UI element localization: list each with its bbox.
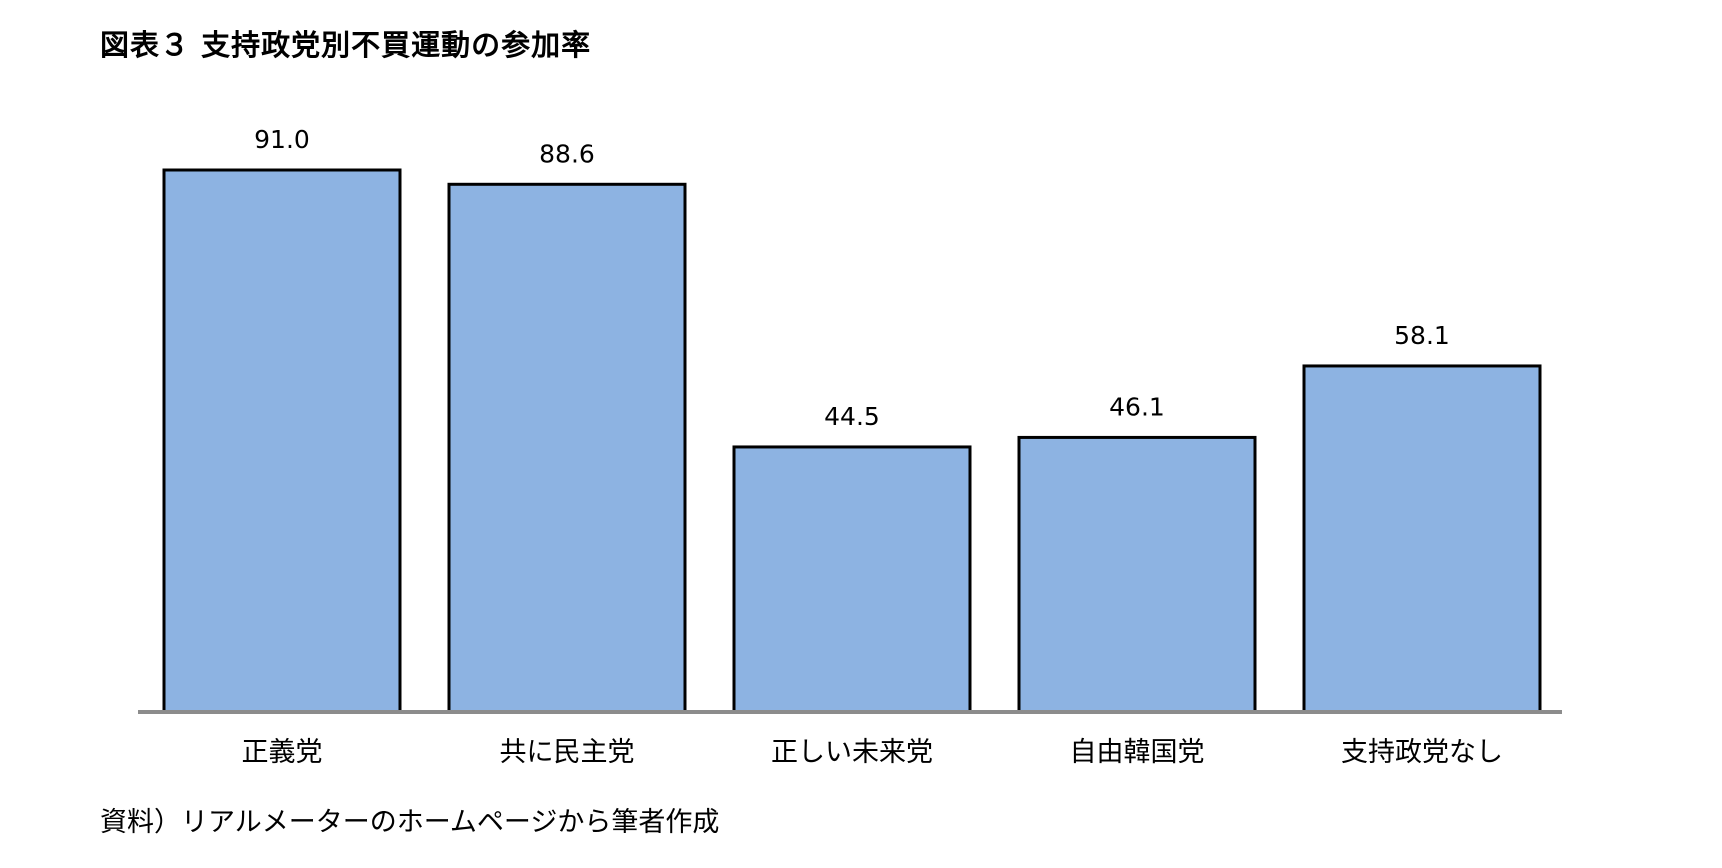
source-note: 資料）リアルメーターのホームページから筆者作成 [100,807,720,838]
data-label-3: 44.5 [824,402,880,431]
chart-title: 図表３ 支持政党別不買運動の参加率 [100,28,592,62]
category-label-2: 共に民主党 [500,737,635,768]
category-label-4: 自由韓国党 [1070,737,1205,768]
category-label-1: 正義党 [242,737,323,768]
bar-3 [732,445,972,714]
category-label-3: 正しい未来党 [771,737,933,768]
data-label-1: 91.0 [254,125,310,154]
bar-1 [162,168,402,714]
category-label-5: 支持政党なし [1341,737,1503,768]
bar-5 [1302,364,1542,714]
data-label-2: 88.6 [539,139,595,168]
bar-2 [447,182,687,714]
bar-4 [1017,435,1257,714]
data-label-5: 58.1 [1394,321,1450,350]
data-label-4: 46.1 [1109,392,1165,421]
